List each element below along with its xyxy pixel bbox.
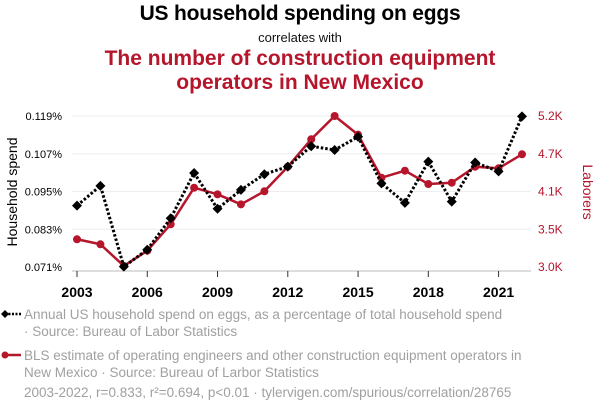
data-point-egg-spend: [306, 141, 317, 152]
y2-tick-label: 5.2K: [538, 109, 563, 123]
legend-item-construction-operators: BLS estimate of operating engineers and …: [1, 347, 584, 381]
y2-tick-label: 4.7K: [538, 147, 563, 161]
data-point-egg-spend: [235, 184, 246, 195]
x-tick-label: 2021: [483, 284, 514, 300]
y2-tick-label: 3.0K: [538, 260, 563, 274]
y-tick-label: 0.095%: [25, 187, 63, 199]
x-tick-label: 2009: [202, 284, 233, 300]
y2-axis-label: Laborers: [580, 164, 596, 219]
data-point-construction-operators: [260, 187, 269, 196]
data-point-egg-spend: [423, 156, 434, 167]
x-tick-label: 2012: [272, 284, 303, 300]
data-point-egg-spend: [118, 261, 129, 272]
data-point-construction-operators: [73, 235, 81, 244]
data-point-egg-spend: [353, 131, 364, 142]
y2-tick-label: 4.1K: [538, 185, 563, 199]
legend-item-egg-spend: Annual US household spend on eggs, as a …: [1, 306, 584, 340]
x-tick-label: 2006: [132, 284, 163, 300]
y2-tick-label: 3.5K: [538, 222, 563, 236]
y-axis-right: 5.2K 4.7K 4.1K 3.5K 3.0K: [538, 109, 563, 274]
y-tick-label: 0.107%: [25, 149, 63, 161]
chart-subtitle: correlates with: [258, 30, 342, 45]
data-point-construction-operators: [400, 166, 409, 175]
data-point-egg-spend: [165, 213, 176, 224]
x-axis: 2003 2006 2009 2012 2015 2018 2021: [61, 270, 531, 300]
data-point-construction-operators: [307, 135, 316, 144]
data-point-egg-spend: [259, 169, 270, 180]
legend-label-egg-spend: Annual US household spend on eggs, as a …: [24, 307, 503, 322]
x-tick-label: 2003: [61, 284, 92, 300]
series-line-egg-spend: [76, 115, 524, 270]
data-point-construction-operators: [190, 183, 199, 192]
y-axis-label: Household spend: [4, 138, 20, 247]
y-axis-left: 0.119% 0.107% 0.095% 0.083% 0.071%: [25, 111, 63, 274]
y-tick-label: 0.083%: [25, 224, 63, 236]
x-tick-label: 2018: [413, 284, 444, 300]
legend-source-construction-operators: New Mexico · Source: Bureau of Larbor St…: [24, 365, 319, 380]
dotted-diamond-line-icon: [1, 310, 22, 318]
data-point-construction-operators: [447, 178, 456, 187]
data-point-egg-spend: [493, 166, 504, 177]
chart-plot: 0.119% 0.107% 0.095% 0.083% 0.071% 5.2K 4.7K 4…: [4, 109, 596, 300]
chart-title: US household spending on eggs: [139, 2, 461, 25]
data-point-construction-operators: [96, 240, 105, 249]
data-point-egg-spend: [282, 161, 293, 172]
data-point-egg-spend: [72, 200, 82, 211]
data-point-egg-spend: [329, 144, 340, 155]
data-point-egg-spend: [212, 203, 223, 214]
data-point-construction-operators: [166, 220, 175, 229]
title2-line2: operators in New Mexico: [176, 71, 424, 94]
chart-title-secondary: The number of construction equipment ope…: [0, 47, 600, 95]
title2-line1: The number of construction equipment: [104, 47, 496, 70]
data-point-egg-spend: [189, 167, 200, 178]
circle-line-icon: [1, 351, 21, 359]
data-point-construction-operators: [424, 180, 433, 189]
y-tick-label: 0.119%: [26, 111, 63, 123]
gridlines: [72, 115, 531, 230]
data-point-construction-operators: [330, 112, 339, 120]
x-tick-label: 2015: [342, 284, 373, 300]
data-point-egg-spend: [446, 196, 457, 207]
data-point-construction-operators: [518, 150, 526, 159]
legend-label-construction-operators: BLS estimate of operating engineers and …: [24, 348, 522, 363]
data-point-construction-operators: [236, 200, 245, 209]
data-point-egg-spend: [517, 111, 527, 122]
legend-source-egg-spend: · Source: Bureau of Labor Statistics: [24, 324, 238, 339]
series-line-construction-operators: [76, 114, 523, 268]
data-point-construction-operators: [377, 173, 386, 182]
data-point-egg-spend: [470, 157, 481, 168]
data-point-egg-spend: [95, 180, 106, 191]
data-point-egg-spend: [376, 178, 387, 189]
data-point-egg-spend: [142, 244, 153, 255]
y-tick-label: 0.071%: [25, 262, 63, 274]
data-point-construction-operators: [213, 190, 222, 199]
series-egg-spend: [72, 111, 527, 272]
data-point-egg-spend: [399, 197, 410, 208]
footer-stats: 2003-2022, r=0.833, r²=0.694, p<0.01 · t…: [24, 385, 512, 400]
